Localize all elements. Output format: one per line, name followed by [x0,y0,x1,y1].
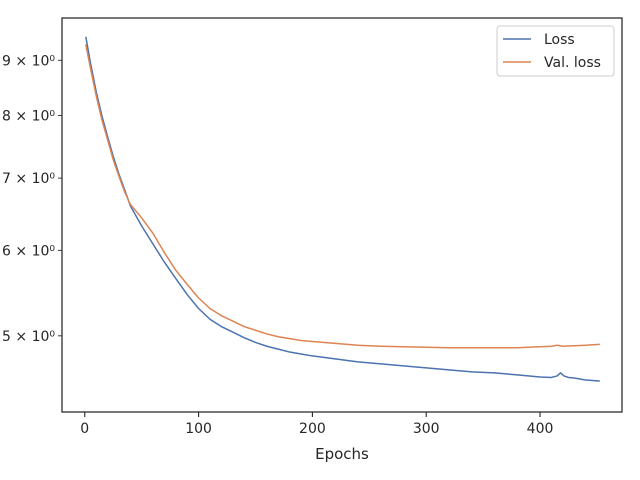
x-tick-label: 400 [527,421,554,437]
y-tick-label: 7 × 10⁰ [2,171,55,187]
x-tick-label: 300 [413,421,440,437]
y-tick-label: 8 × 10⁰ [2,109,55,125]
y-tick-label: 6 × 10⁰ [2,243,55,259]
x-tick-label: 0 [80,421,89,437]
series-line-1 [85,44,600,349]
y-axis: 5 × 10⁰ 6 × 10⁰ 7 × 10⁰ 8 × 10⁰ 9 × 10⁰ [2,53,62,345]
legend: Loss Val. loss [496,25,615,77]
x-axis-label: Epochs [315,445,369,463]
y-tick-label: 5 × 10⁰ [2,329,55,345]
plot-frame [61,17,623,413]
x-tick-label: 200 [299,421,326,437]
x-tick-label: 100 [185,421,212,437]
series-layer [85,36,600,382]
legend-label-1: Val. loss [544,55,601,71]
legend-label-0: Loss [544,32,575,48]
y-tick-label: 9 × 10⁰ [2,53,55,69]
x-axis: 0 100 200 300 400 [80,412,553,437]
